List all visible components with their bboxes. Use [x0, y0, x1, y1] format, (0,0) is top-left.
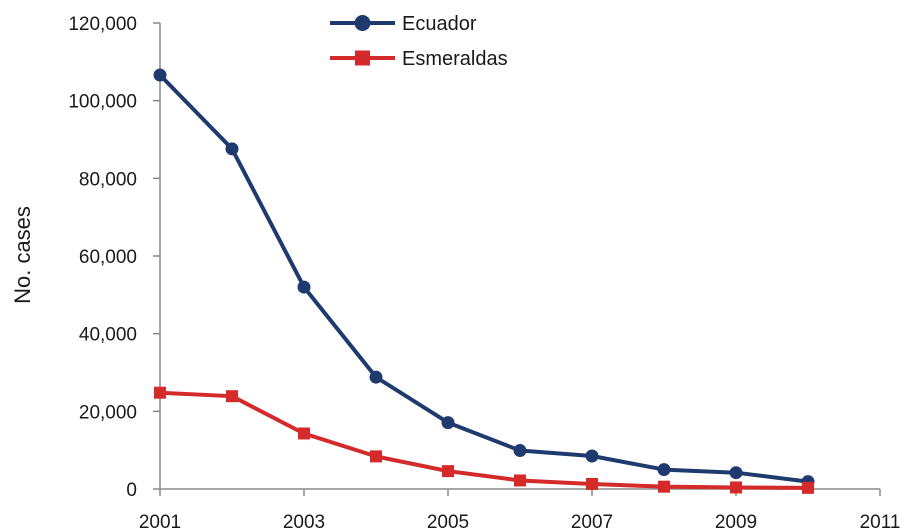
- axes: [159, 23, 880, 490]
- data-point: [657, 463, 671, 477]
- data-point: [802, 481, 814, 494]
- data-point: [513, 444, 527, 458]
- data-point: [298, 427, 310, 440]
- data-point: [297, 280, 311, 294]
- y-axis-title: No. cases: [10, 206, 35, 304]
- y-tick-label: 0: [126, 480, 137, 501]
- y-tick-label: 40,000: [79, 325, 137, 346]
- x-tick-label: 2011: [860, 512, 901, 532]
- legend-marker: [355, 50, 370, 66]
- x-axis-ticks: 2001 2003 2005 2007 2009 2011: [139, 489, 901, 532]
- data-point: [441, 416, 455, 430]
- data-point: [226, 390, 238, 403]
- data-point: [729, 466, 743, 480]
- x-tick-label: 2009: [715, 512, 757, 532]
- y-tick-label: 60,000: [79, 247, 137, 268]
- legend-label: Ecuador: [402, 13, 477, 35]
- x-tick-label: 2007: [571, 512, 613, 532]
- x-tick-label: 2005: [427, 512, 469, 532]
- series-ecuador: [153, 68, 815, 489]
- series-layer: [153, 68, 815, 494]
- data-point: [586, 477, 598, 490]
- data-point: [370, 450, 382, 463]
- series-line: [158, 73, 809, 484]
- series-line: [159, 390, 809, 490]
- legend: Ecuador Esmeraldas: [330, 13, 508, 70]
- data-point: [153, 68, 167, 82]
- x-tick-label: 2003: [283, 512, 325, 532]
- y-axis-ticks: 0 20,000 40,000 60,000 80,000 100,000 120,000: [68, 14, 160, 501]
- legend-label: Esmeraldas: [402, 48, 508, 70]
- x-tick-label: 2001: [139, 512, 181, 532]
- legend-marker: [354, 15, 371, 31]
- data-point: [369, 370, 383, 384]
- data-point: [514, 474, 526, 487]
- data-point: [225, 142, 239, 156]
- data-point: [154, 386, 166, 399]
- y-tick-label: 100,000: [68, 92, 137, 113]
- data-point: [730, 481, 742, 494]
- y-tick-label: 20,000: [79, 402, 137, 423]
- data-point: [658, 480, 670, 493]
- legend-item: Ecuador: [330, 13, 477, 35]
- y-tick-label: 120,000: [68, 14, 137, 35]
- data-point: [442, 465, 454, 478]
- data-point: [585, 449, 599, 463]
- legend-item: Esmeraldas: [330, 48, 508, 70]
- series-esmeraldas: [154, 386, 814, 494]
- y-tick-label: 80,000: [79, 169, 137, 190]
